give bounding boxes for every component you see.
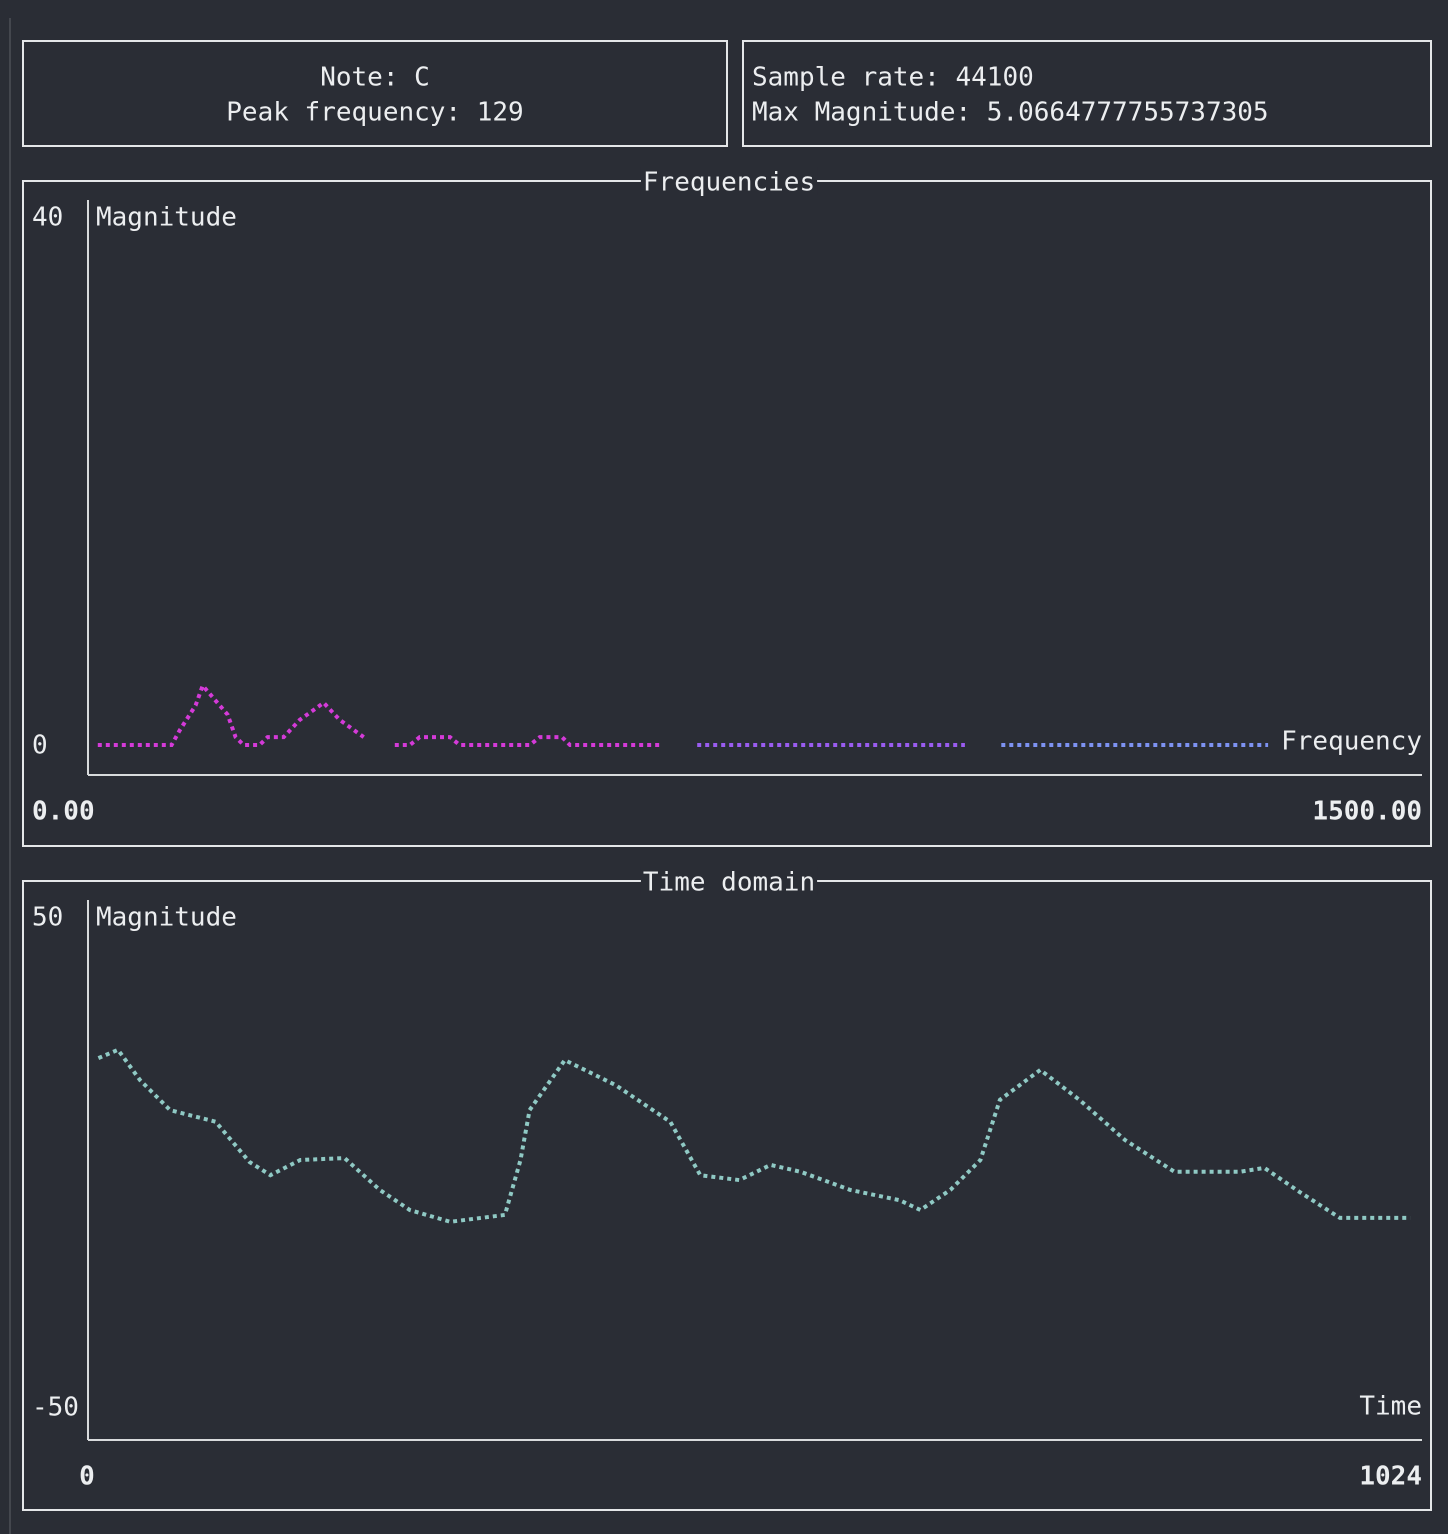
y-tick-label: 0 — [32, 731, 48, 761]
y-axis-title: Magnitude — [96, 203, 237, 233]
note-text: Note: C — [320, 63, 430, 93]
x-tick-label: 1500.00 — [1312, 797, 1422, 827]
series-line — [97, 1047, 1411, 1224]
title-background — [640, 867, 818, 895]
x-tick-label: 0 — [79, 1462, 95, 1492]
y-axis-title: Magnitude — [96, 903, 237, 933]
chart-title: Time domain — [643, 868, 815, 898]
x-tick-label: 1024 — [1359, 1462, 1422, 1492]
sample-rate-text: Sample rate: 44100 — [752, 63, 1034, 93]
peak-text: Peak frequency: 129 — [226, 98, 523, 128]
note-panel — [22, 40, 728, 147]
x-tick-label: 0.00 — [32, 797, 95, 827]
chart-frame — [22, 880, 1432, 1511]
y-tick-label: -50 — [32, 1393, 79, 1423]
y-tick-label: 40 — [32, 203, 63, 233]
series-line — [97, 681, 660, 747]
chart-title: Frequencies — [643, 168, 815, 198]
x-axis-title: Frequency — [1281, 727, 1422, 757]
y-tick-label: 50 — [32, 903, 63, 933]
max-magnitude-text: Max Magnitude: 5.0664777755737305 — [752, 98, 1269, 128]
info-panel — [742, 40, 1432, 147]
title-background — [640, 167, 818, 195]
x-axis-title: Time — [1359, 1392, 1422, 1422]
